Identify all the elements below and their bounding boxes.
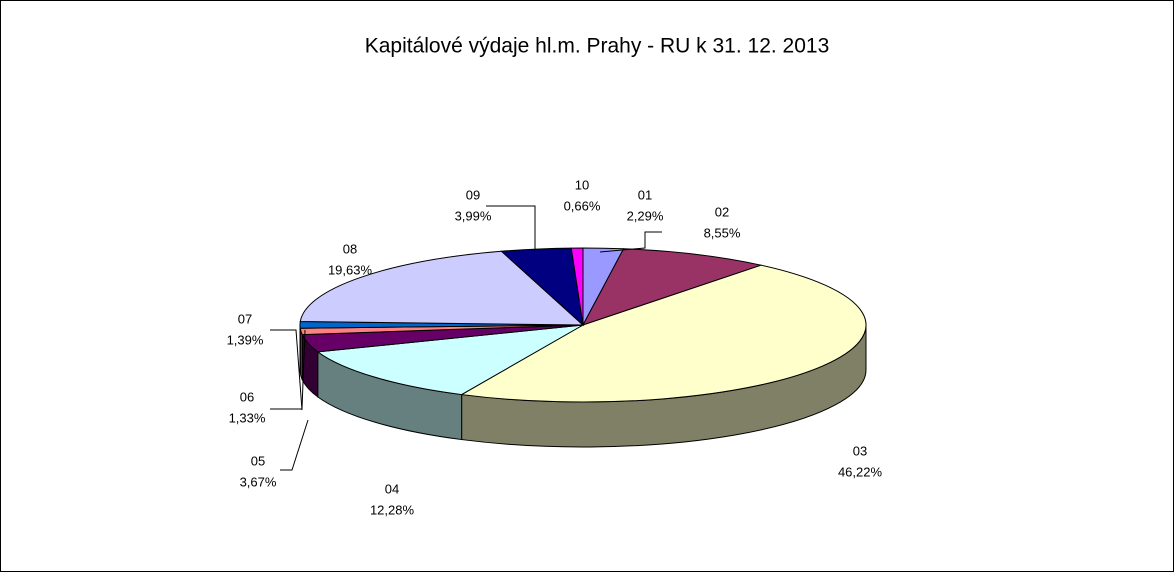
leader-line: [280, 419, 309, 471]
slice: [570, 247, 584, 326]
slice-category: 05: [251, 453, 265, 468]
slice-value-label: 0,66%: [564, 198, 601, 213]
slice-value-label: 8,55%: [704, 225, 741, 240]
leader-line: [599, 231, 662, 253]
leader-line: [270, 329, 303, 411]
slice: [460, 264, 867, 403]
slice-category: 09: [466, 187, 480, 202]
slice-category: 01: [638, 187, 652, 202]
slice-value-label: 1,39%: [227, 332, 264, 347]
slice: [316, 324, 584, 396]
slice-category: 06: [240, 389, 254, 404]
slice-value-label: 46,22%: [838, 464, 883, 479]
chart-title: Kapitálové výdaje hl.m. Prahy - RU k 31.…: [365, 35, 830, 58]
slice-category: 03: [853, 443, 867, 458]
slice-value-label: 2,29%: [627, 208, 664, 223]
slice-value-label: 1,33%: [229, 410, 266, 425]
slice-value-label: 19,63%: [328, 262, 373, 277]
slice-category: 07: [238, 311, 252, 326]
slice-category: 02: [715, 204, 729, 219]
slice-value-label: 3,99%: [455, 208, 492, 223]
slice-category: 10: [575, 177, 589, 192]
slice-category: 08: [343, 241, 357, 256]
slice-value-label: 3,67%: [240, 474, 277, 489]
slice-category: 04: [385, 481, 399, 496]
leader-line: [486, 205, 536, 252]
slice: [299, 250, 585, 326]
slice-value-label: 12,28%: [370, 502, 415, 517]
